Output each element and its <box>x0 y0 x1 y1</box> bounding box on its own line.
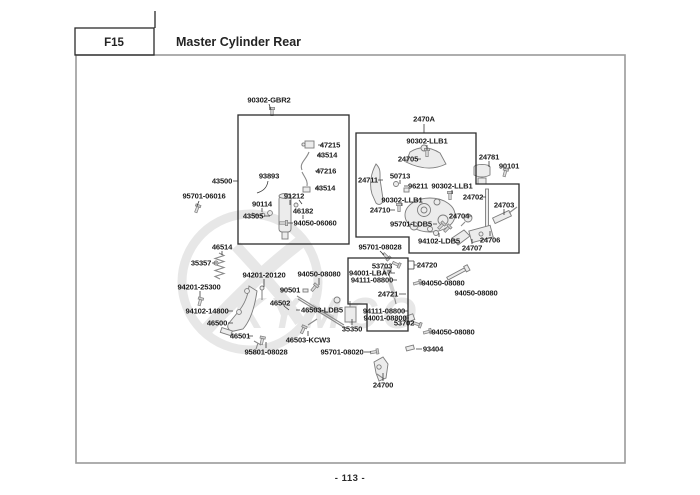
parts-artwork <box>192 107 518 382</box>
part-label-94001-08800: 94001-08800 <box>363 314 406 323</box>
part-label-94001-LBA7: 94001-LBA7 <box>349 269 391 278</box>
part-label-35357: 35357 <box>191 259 211 268</box>
part-label-50713: 50713 <box>390 172 410 181</box>
part-label-94102-LDB5: 94102-LDB5 <box>418 237 461 246</box>
part-label-24702: 24702 <box>463 193 483 202</box>
part-label-46182: 46182 <box>293 207 313 216</box>
part-label-24781: 24781 <box>479 153 500 162</box>
part-label-90501: 90501 <box>280 286 301 295</box>
part-label-90302-LLB1: 90302-LLB1 <box>381 196 423 205</box>
right-group-box <box>355 132 520 254</box>
labels-layer: 90302-GBR24350095701-0601693893472154351… <box>177 96 520 390</box>
part-label-94201-20120: 94201-20120 <box>242 271 285 280</box>
outer-border <box>75 54 626 464</box>
part-label-93404: 93404 <box>423 345 444 354</box>
part-label-24721: 24721 <box>378 290 399 299</box>
part-label-24706: 24706 <box>480 236 500 245</box>
code-cell-border <box>74 27 155 56</box>
part-label-24705: 24705 <box>398 155 419 164</box>
part-label-93893: 93893 <box>259 172 279 181</box>
page-number: - 113 - <box>335 473 365 484</box>
part-label-90302-GBR2: 90302-GBR2 <box>247 96 290 105</box>
kymco-watermark: KYMCO <box>177 209 416 355</box>
part-label-24703: 24703 <box>494 201 514 210</box>
part-label-24707: 24707 <box>462 244 482 253</box>
part-label-90114: 90114 <box>252 200 273 209</box>
part-label-43514: 43514 <box>317 151 338 160</box>
part-label-46502: 46502 <box>270 299 290 308</box>
part-label-53702: 53702 <box>394 319 414 328</box>
part-label-95701-LDB5: 95701-LDB5 <box>390 220 433 229</box>
part-label-90101: 90101 <box>499 162 520 171</box>
page-code: F15 <box>104 37 124 49</box>
part-label-94050-08080: 94050-08080 <box>454 289 497 298</box>
part-label-95701-08028: 95701-08028 <box>358 243 401 252</box>
part-label-94050-06060: 94050-06060 <box>293 219 336 228</box>
part-label-46514: 46514 <box>212 243 233 252</box>
part-label-35350: 35350 <box>342 325 362 334</box>
part-label-95701-08020: 95701-08020 <box>320 348 363 357</box>
part-label-2470A: 2470A <box>413 115 435 124</box>
part-label-90302-LLB1: 90302-LLB1 <box>431 182 473 191</box>
part-label-46503-LDB5: 46503-LDB5 <box>301 306 344 315</box>
part-label-94050-08080: 94050-08080 <box>421 279 464 288</box>
part-label-94050-08080: 94050-08080 <box>297 270 340 279</box>
part-label-24704: 24704 <box>449 212 470 221</box>
part-label-24700: 24700 <box>373 381 393 390</box>
part-label-53703: 53703 <box>372 262 392 271</box>
part-label-46500: 46500 <box>207 319 227 328</box>
part-label-90302-LLB1: 90302-LLB1 <box>406 137 448 146</box>
part-label-94050-08080: 94050-08080 <box>431 328 474 337</box>
part-label-95701-06016: 95701-06016 <box>182 192 225 201</box>
part-label-94201-25300: 94201-25300 <box>177 283 220 292</box>
middle-group-box <box>347 257 409 332</box>
part-label-91212: 91212 <box>284 192 304 201</box>
diagram-boxes <box>74 11 626 464</box>
left-group-box <box>237 114 350 245</box>
part-label-47216: 47216 <box>316 167 336 176</box>
part-label-95801-08028: 95801-08028 <box>244 348 287 357</box>
leader-lines <box>196 103 505 381</box>
part-label-24711: 24711 <box>358 176 379 185</box>
part-label-94111-08800: 94111-08800 <box>351 276 393 285</box>
part-label-46503-KCW3: 46503-KCW3 <box>286 336 331 345</box>
part-label-94102-14800: 94102-14800 <box>185 307 228 316</box>
part-label-96211: 96211 <box>408 182 429 191</box>
part-label-24720: 24720 <box>417 261 437 270</box>
part-label-24710: 24710 <box>370 206 390 215</box>
part-label-43500: 43500 <box>212 177 232 186</box>
part-label-43514: 43514 <box>315 184 336 193</box>
part-label-46501: 46501 <box>230 332 251 341</box>
page-title: Master Cylinder Rear <box>176 35 301 49</box>
part-label-47215: 47215 <box>320 141 341 150</box>
part-label-94111-08800: 94111-08800 <box>363 307 405 316</box>
part-label-43505: 43505 <box>243 212 264 221</box>
